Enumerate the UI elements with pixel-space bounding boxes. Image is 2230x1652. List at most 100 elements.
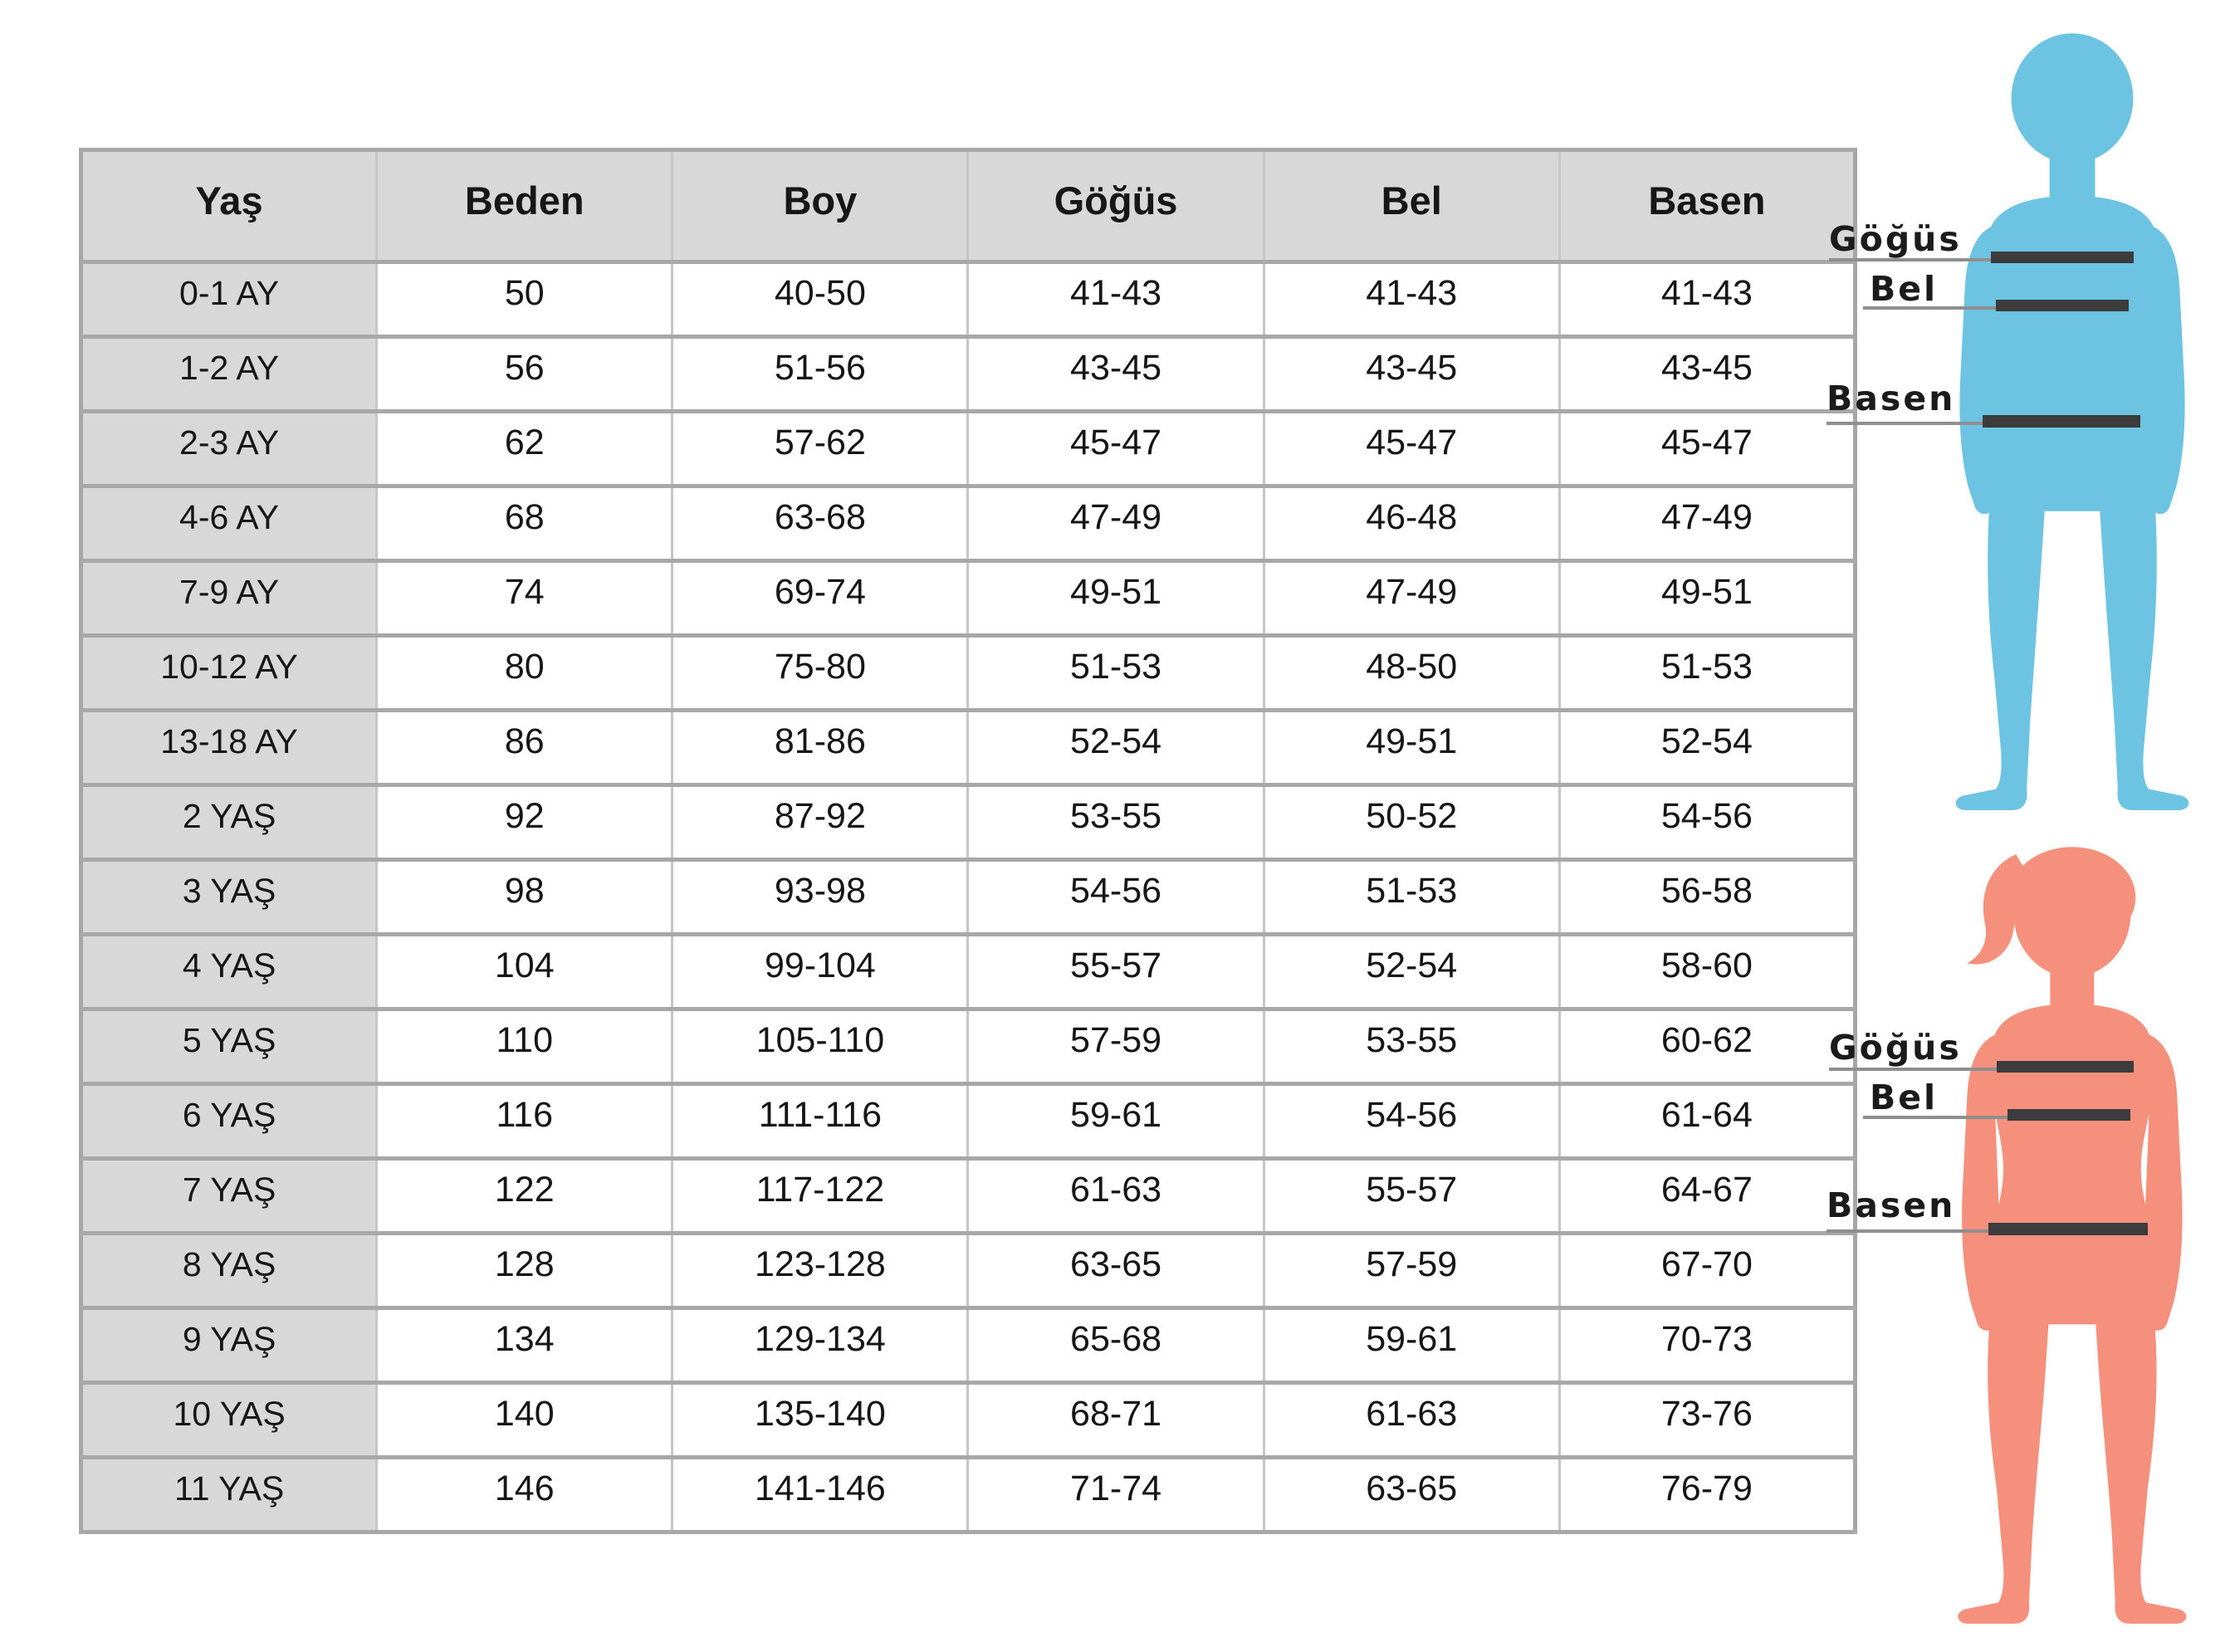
value-cell: 73-76 <box>1558 1381 1857 1459</box>
girl-waist-line <box>1863 1116 2014 1119</box>
column-header-4: Bel <box>1262 148 1561 264</box>
value-cell: 47-49 <box>1262 559 1561 638</box>
girl-waist-measure-bar <box>2007 1109 2130 1121</box>
row-age-cell: 10-12 AY <box>79 633 379 712</box>
value-cell: 93-98 <box>671 858 970 936</box>
value-cell: 61-64 <box>1558 1082 1857 1161</box>
girl-right-leg <box>2096 1317 2187 1624</box>
row-age-cell: 10 YAŞ <box>79 1381 379 1459</box>
row-age-cell: 5 YAŞ <box>79 1007 379 1086</box>
row-age-cell: 11 YAŞ <box>79 1455 379 1534</box>
table-row: 2 YAŞ 92 87-92 53-55 50-52 54-56 <box>79 783 1857 862</box>
value-cell: 80 <box>375 633 674 712</box>
value-cell: 45-47 <box>1262 409 1561 488</box>
boy-head <box>2011 33 2134 164</box>
value-cell: 65-68 <box>966 1306 1265 1385</box>
value-cell: 74 <box>375 559 674 638</box>
value-cell: 53-55 <box>1262 1007 1561 1086</box>
value-cell: 59-61 <box>1262 1306 1561 1385</box>
row-age-cell: 3 YAŞ <box>79 858 379 936</box>
boy-waist-label: Bel <box>1870 269 1939 309</box>
value-cell: 110 <box>375 1007 674 1086</box>
boy-hips-measure-bar <box>1983 415 2140 428</box>
value-cell: 41-43 <box>1262 260 1561 339</box>
value-cell: 75-80 <box>671 633 970 712</box>
girl-hips-measure-bar <box>1988 1223 2148 1235</box>
row-age-cell: 4 YAŞ <box>79 932 379 1011</box>
value-cell: 61-63 <box>1262 1381 1561 1459</box>
value-cell: 43-45 <box>966 335 1265 413</box>
girl-silhouette <box>1958 847 2187 1624</box>
value-cell: 71-74 <box>966 1455 1265 1534</box>
table-row: 3 YAŞ 98 93-98 54-56 51-53 56-58 <box>79 858 1857 936</box>
value-cell: 92 <box>375 783 674 862</box>
value-cell: 104 <box>375 932 674 1011</box>
value-cell: 70-73 <box>1558 1306 1857 1385</box>
boy-neck <box>2049 139 2096 200</box>
value-cell: 58-60 <box>1558 932 1857 1011</box>
boy-hips-label: Basen <box>1827 379 1956 418</box>
girl-chest-label: Göğüs <box>1829 1028 1962 1068</box>
girl-right-arm <box>2145 1034 2183 1331</box>
table-row: 0-1 AY 50 40-50 41-43 41-43 41-43 <box>79 260 1857 339</box>
column-header-1: Beden <box>375 148 674 264</box>
value-cell: 63-68 <box>671 484 970 563</box>
value-cell: 76-79 <box>1558 1455 1857 1534</box>
value-cell: 140 <box>375 1381 674 1459</box>
boy-left-arm <box>1959 227 1997 515</box>
boy-silhouette <box>1955 33 2189 810</box>
value-cell: 52-54 <box>1558 708 1857 787</box>
value-cell: 146 <box>375 1455 674 1534</box>
header-row: Yaş Beden Boy Göğüs Bel Basen <box>79 148 1857 264</box>
value-cell: 116 <box>375 1082 674 1161</box>
girl-hips-line <box>1827 1229 1993 1233</box>
value-cell: 41-43 <box>1558 260 1857 339</box>
size-table: Yaş Beden Boy Göğüs Bel Basen 0-1 AY 50 40-50 41… <box>79 148 1857 1534</box>
value-cell: 56 <box>375 335 674 413</box>
row-age-cell: 8 YAŞ <box>79 1231 379 1310</box>
value-cell: 52-54 <box>966 708 1265 787</box>
girl-chest-measure-bar <box>1997 1061 2134 1073</box>
girl-waist-label: Bel <box>1870 1078 1939 1117</box>
value-cell: 46-48 <box>1262 484 1561 563</box>
value-cell: 45-47 <box>966 409 1265 488</box>
value-cell: 51-53 <box>966 633 1265 712</box>
value-cell: 99-104 <box>671 932 970 1011</box>
table-body: 0-1 AY 50 40-50 41-43 41-43 41-43 1-2 AY 56 51-5… <box>79 260 1857 1534</box>
value-cell: 56-58 <box>1558 858 1857 936</box>
value-cell: 135-140 <box>671 1381 970 1459</box>
value-cell: 49-51 <box>1262 708 1561 787</box>
value-cell: 47-49 <box>966 484 1265 563</box>
boy-chest-measure-bar <box>1991 252 2134 263</box>
column-header-3: Göğüs <box>966 148 1265 264</box>
value-cell: 69-74 <box>671 559 970 638</box>
value-cell: 49-51 <box>1558 559 1857 638</box>
value-cell: 60-62 <box>1558 1007 1857 1086</box>
girl-chest-line <box>1829 1068 2002 1071</box>
value-cell: 43-45 <box>1558 335 1857 413</box>
column-header-0: Yaş <box>79 148 379 264</box>
table-row: 2-3 AY 62 57-62 45-47 45-47 45-47 <box>79 409 1857 488</box>
value-cell: 141-146 <box>671 1455 970 1534</box>
table-row: 7 YAŞ 122 117-122 61-63 55-57 64-67 <box>79 1156 1857 1235</box>
value-cell: 47-49 <box>1558 484 1857 563</box>
table-row: 6 YAŞ 116 111-116 59-61 54-56 61-64 <box>79 1082 1857 1161</box>
value-cell: 68 <box>375 484 674 563</box>
column-header-5: Basen <box>1558 148 1857 264</box>
value-cell: 61-63 <box>966 1156 1265 1235</box>
value-cell: 55-57 <box>966 932 1265 1011</box>
value-cell: 67-70 <box>1558 1231 1857 1310</box>
value-cell: 51-53 <box>1558 633 1857 712</box>
table-row: 9 YAŞ 134 129-134 65-68 59-61 70-73 <box>79 1306 1857 1385</box>
value-cell: 51-53 <box>1262 858 1561 936</box>
girl-body-shape <box>1958 847 2187 1624</box>
value-cell: 63-65 <box>1262 1455 1561 1534</box>
boy-hips-line <box>1827 422 1989 425</box>
row-age-cell: 9 YAŞ <box>79 1306 379 1385</box>
value-cell: 63-65 <box>966 1231 1265 1310</box>
value-cell: 64-67 <box>1558 1156 1857 1235</box>
value-cell: 49-51 <box>966 559 1265 638</box>
value-cell: 54-56 <box>966 858 1265 936</box>
value-cell: 55-57 <box>1262 1156 1561 1235</box>
